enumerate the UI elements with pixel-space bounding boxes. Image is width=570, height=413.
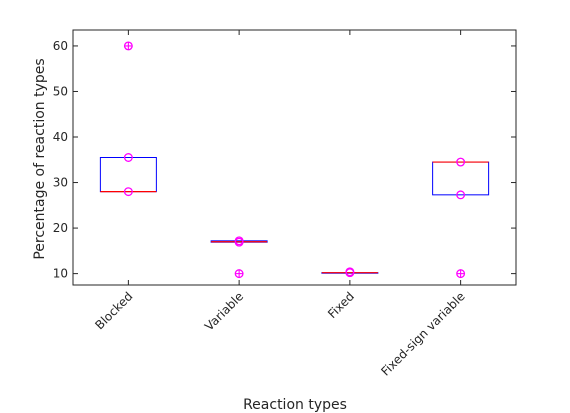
y-tick-label: 50: [53, 84, 68, 98]
data-point: [123, 187, 133, 197]
data-point: [456, 190, 466, 200]
y-tick-label: 30: [53, 176, 68, 190]
data-point: [123, 153, 133, 162]
y-axis-title: Percentage of reaction types: [32, 58, 48, 259]
y-tick-label: 60: [53, 39, 68, 53]
y-tick-label: 20: [53, 221, 68, 235]
box-0: [99, 157, 157, 193]
x-tick-label: Blocked: [92, 289, 135, 332]
plot-layer: 10 20 30 40 50 60 Blocked Variable Fixed Fixed-si…: [53, 29, 517, 379]
x-tick-label: Fixed: [325, 289, 357, 321]
data-point: [456, 157, 466, 167]
data-point: [234, 236, 244, 246]
x-tick-label: Fixed-sign variable: [378, 289, 467, 378]
box-3: [432, 161, 490, 196]
data-point: [345, 268, 355, 278]
y-tick-label: 10: [53, 267, 68, 281]
plot-frame: [72, 29, 517, 286]
x-axis-title: Reaction types: [243, 397, 347, 413]
x-tick-label: Variable: [202, 289, 246, 333]
y-tick-label: 40: [53, 130, 68, 144]
